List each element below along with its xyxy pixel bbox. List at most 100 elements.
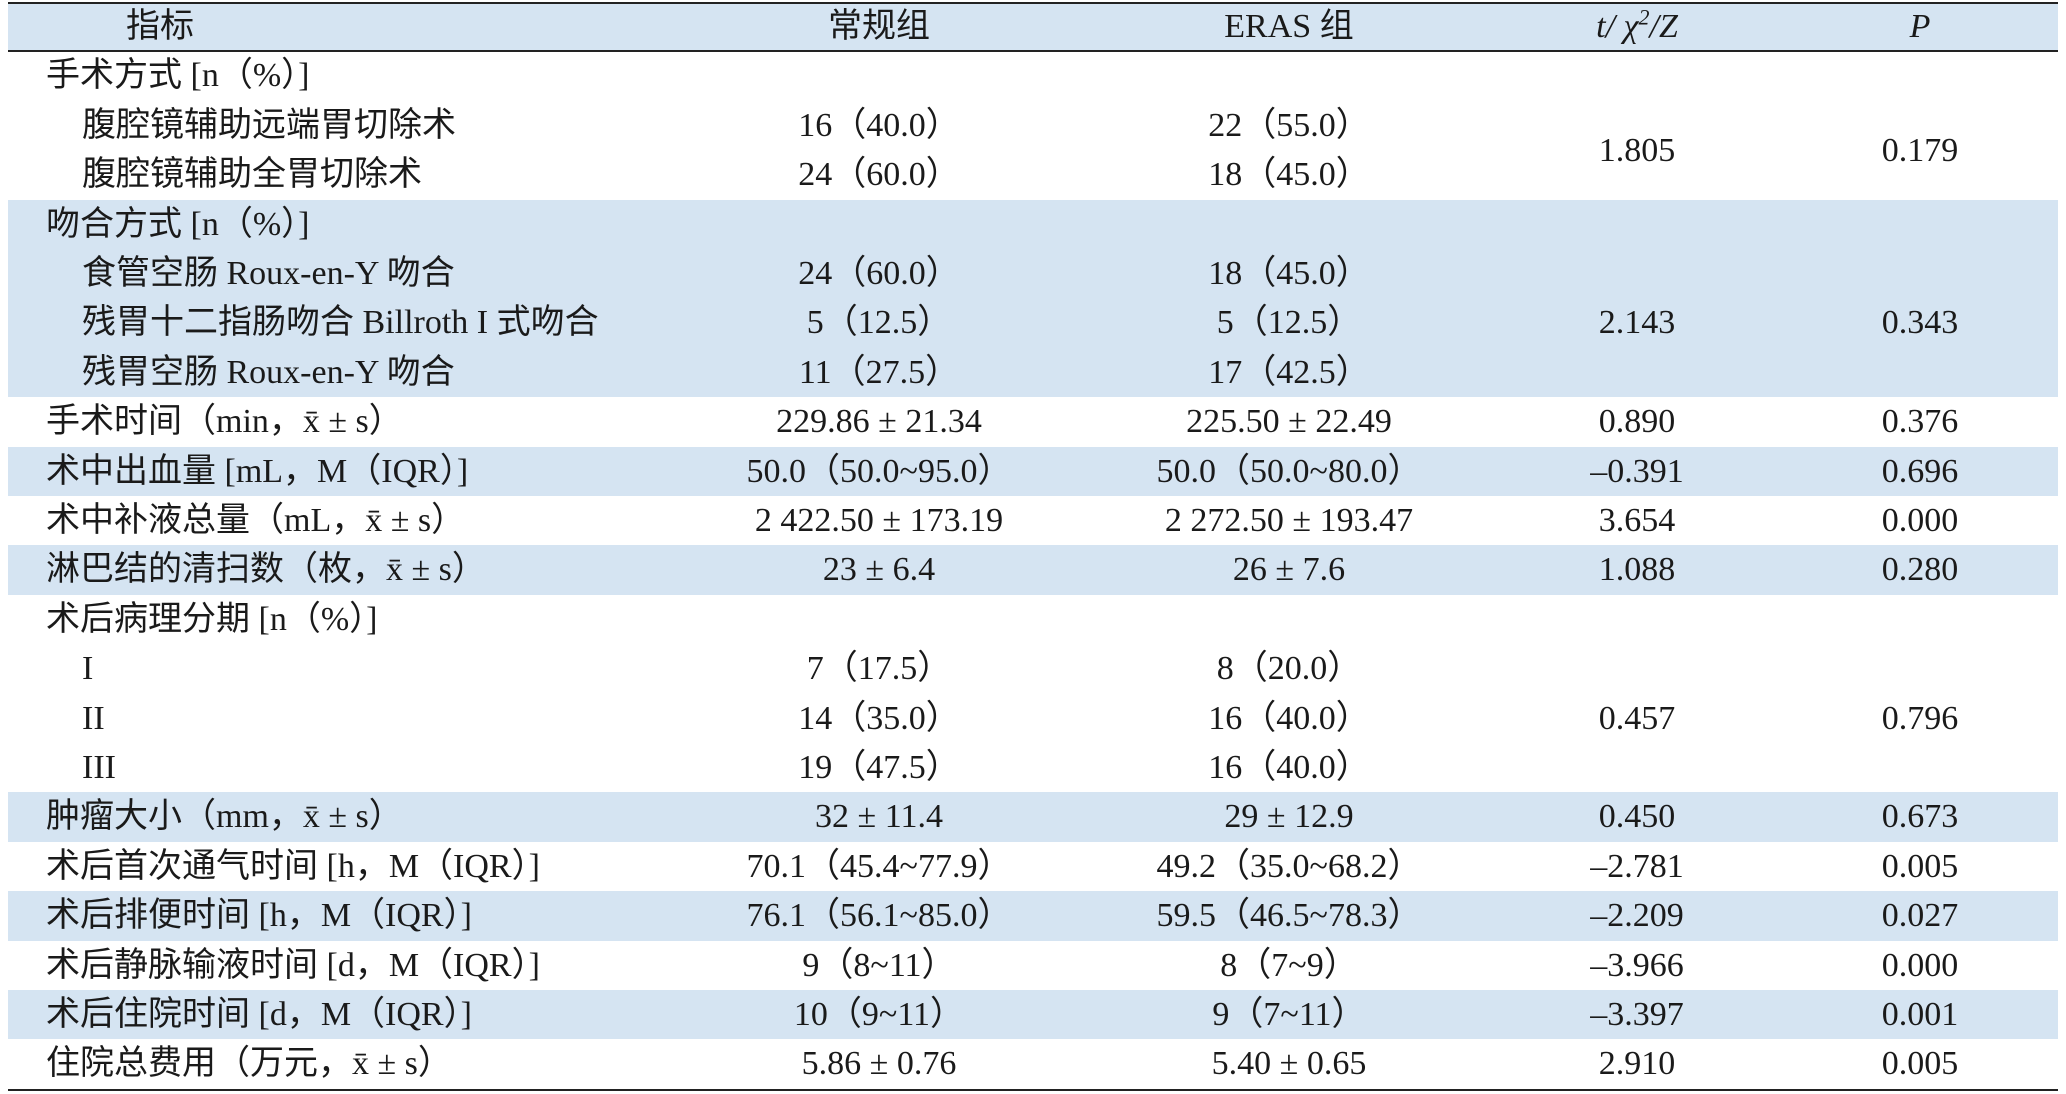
p-value: 0.001 <box>1881 996 1959 1033</box>
p-value: 0.005 <box>1881 847 1959 885</box>
sub-label: 腹腔镜辅助全胃切除术 <box>82 156 422 194</box>
row-band <box>8 990 2058 1040</box>
eras-value: 59.5（46.5~78.3） <box>1156 897 1422 935</box>
row-label: 术中出血量 [mL，M（IQR）] <box>46 452 469 490</box>
conventional-value: 11（27.5） <box>798 353 960 391</box>
sub-label: 食管空肠 Roux-en-Y 吻合 <box>82 255 455 292</box>
header-rule <box>8 50 2058 52</box>
header-cell: 常规组 <box>828 8 930 45</box>
p-value: 0.696 <box>1881 452 1959 490</box>
conventional-value: 5（12.5） <box>806 304 952 342</box>
header-band <box>8 2 2058 52</box>
conventional-value: 2 422.50 ± 173.19 <box>754 502 1004 539</box>
bottom-rule <box>8 1088 2058 1091</box>
row-label: 手术时间（min，x̄ ± s） <box>46 403 403 441</box>
eras-value: 5.40 ± 0.65 <box>1211 1045 1367 1083</box>
eras-value: 9（7~11） <box>1212 996 1366 1033</box>
eras-value: 2 272.50 ± 193.47 <box>1164 502 1414 539</box>
conventional-value: 9（8~11） <box>802 946 956 984</box>
eras-value: 49.2（35.0~68.2） <box>1156 847 1422 885</box>
p-value: 0.796 <box>1881 699 1959 737</box>
eras-value: 18（45.0） <box>1208 156 1370 194</box>
eras-value: 8（20.0） <box>1216 650 1362 688</box>
p-value: 0.376 <box>1881 403 1959 441</box>
p-value: 0.000 <box>1881 946 1959 984</box>
p-value: 0.343 <box>1881 304 1959 342</box>
conventional-value: 76.1（56.1~85.0） <box>746 897 1012 935</box>
sub-label: I <box>82 650 94 688</box>
sub-label: 残胃空肠 Roux-en-Y 吻合 <box>82 353 455 391</box>
eras-value: 16（40.0） <box>1208 699 1370 737</box>
p-value: 0.280 <box>1881 551 1959 589</box>
stat-value: –3.966 <box>1590 946 1684 984</box>
stat-value: 0.890 <box>1598 403 1676 441</box>
eras-value: 50.0（50.0~80.0） <box>1156 452 1422 490</box>
stat-value: –3.397 <box>1590 996 1684 1033</box>
p-value: 0.000 <box>1881 502 1959 539</box>
stat-value: 1.805 <box>1598 131 1676 169</box>
row-band <box>8 792 2058 842</box>
header-cell: ERAS 组 <box>1224 8 1354 45</box>
eras-value: 26 ± 7.6 <box>1232 551 1346 589</box>
row-band <box>8 446 2058 496</box>
row-label: 术中补液总量（mL，x̄ ± s） <box>46 502 466 539</box>
conventional-value: 5.86 ± 0.76 <box>801 1045 957 1083</box>
stat-value: 0.450 <box>1598 798 1676 836</box>
top-rule <box>8 2 2058 4</box>
row-label: 吻合方式 [n（%）] <box>46 205 310 243</box>
p-value: 0.027 <box>1881 897 1959 935</box>
stat-value: 1.088 <box>1598 551 1676 589</box>
eras-value: 18（45.0） <box>1208 255 1370 292</box>
conventional-value: 229.86 ± 21.34 <box>776 403 982 441</box>
row-label: 手术方式 [n（%）] <box>46 57 310 95</box>
conventional-value: 32 ± 11.4 <box>815 798 943 836</box>
row-label: 肿瘤大小（mm，x̄ ± s） <box>46 798 403 836</box>
conventional-value: 70.1（45.4~77.9） <box>746 847 1012 885</box>
stat-value: 3.654 <box>1598 502 1676 539</box>
header-cell: t/ χ2/Z <box>1596 2 1678 51</box>
row-label: 淋巴结的清扫数（枚，x̄ ± s） <box>46 551 486 589</box>
sub-label: III <box>82 749 116 786</box>
eras-value: 17（42.5） <box>1208 353 1370 391</box>
p-value: 0.005 <box>1881 1045 1959 1083</box>
conventional-value: 24（60.0） <box>798 255 960 292</box>
row-label: 住院总费用（万元，x̄ ± s） <box>46 1045 452 1083</box>
eras-value: 8（7~9） <box>1220 946 1358 984</box>
stat-value: 0.457 <box>1598 699 1676 737</box>
sub-label: 腹腔镜辅助远端胃切除术 <box>82 106 456 144</box>
row-label: 术后病理分期 [n（%）] <box>46 600 378 638</box>
conventional-value: 50.0（50.0~95.0） <box>746 452 1012 490</box>
conventional-value: 19（47.5） <box>798 749 960 786</box>
row-label: 术后静脉输液时间 [d，M（IQR）] <box>46 946 540 984</box>
sub-label: II <box>82 699 105 737</box>
sub-label: 残胃十二指肠吻合 Billroth I 式吻合 <box>82 304 599 342</box>
stat-value: 2.143 <box>1598 304 1676 342</box>
header-cell: P <box>1909 8 1931 45</box>
header-text: t/ χ <box>1596 8 1639 45</box>
p-value: 0.179 <box>1881 131 1959 169</box>
stat-value: –2.781 <box>1590 847 1684 885</box>
eras-value: 29 ± 12.9 <box>1224 798 1354 836</box>
conventional-value: 24（60.0） <box>798 156 960 194</box>
conventional-value: 7（17.5） <box>806 650 952 688</box>
conventional-value: 23 ± 6.4 <box>822 551 936 589</box>
eras-value: 22（55.0） <box>1208 106 1370 144</box>
stat-value: 2.910 <box>1598 1045 1676 1083</box>
stat-value: –2.209 <box>1590 897 1684 935</box>
row-label: 术后排便时间 [h，M（IQR）] <box>46 897 472 935</box>
eras-value: 5（12.5） <box>1216 304 1362 342</box>
p-value: 0.673 <box>1881 798 1959 836</box>
header-text: 2 <box>1638 4 1650 30</box>
row-label: 术后首次通气时间 [h，M（IQR）] <box>46 847 540 885</box>
row-label: 术后住院时间 [d，M（IQR）] <box>46 996 472 1033</box>
stat-value: –0.391 <box>1590 452 1684 490</box>
row-band <box>8 199 2058 398</box>
conventional-value: 16（40.0） <box>798 106 960 144</box>
header-text: /Z <box>1649 8 1678 45</box>
conventional-value: 10（9~11） <box>793 996 965 1033</box>
eras-value: 16（40.0） <box>1208 749 1370 786</box>
row-band <box>8 545 2058 595</box>
conventional-value: 14（35.0） <box>798 699 960 737</box>
row-band <box>8 891 2058 941</box>
